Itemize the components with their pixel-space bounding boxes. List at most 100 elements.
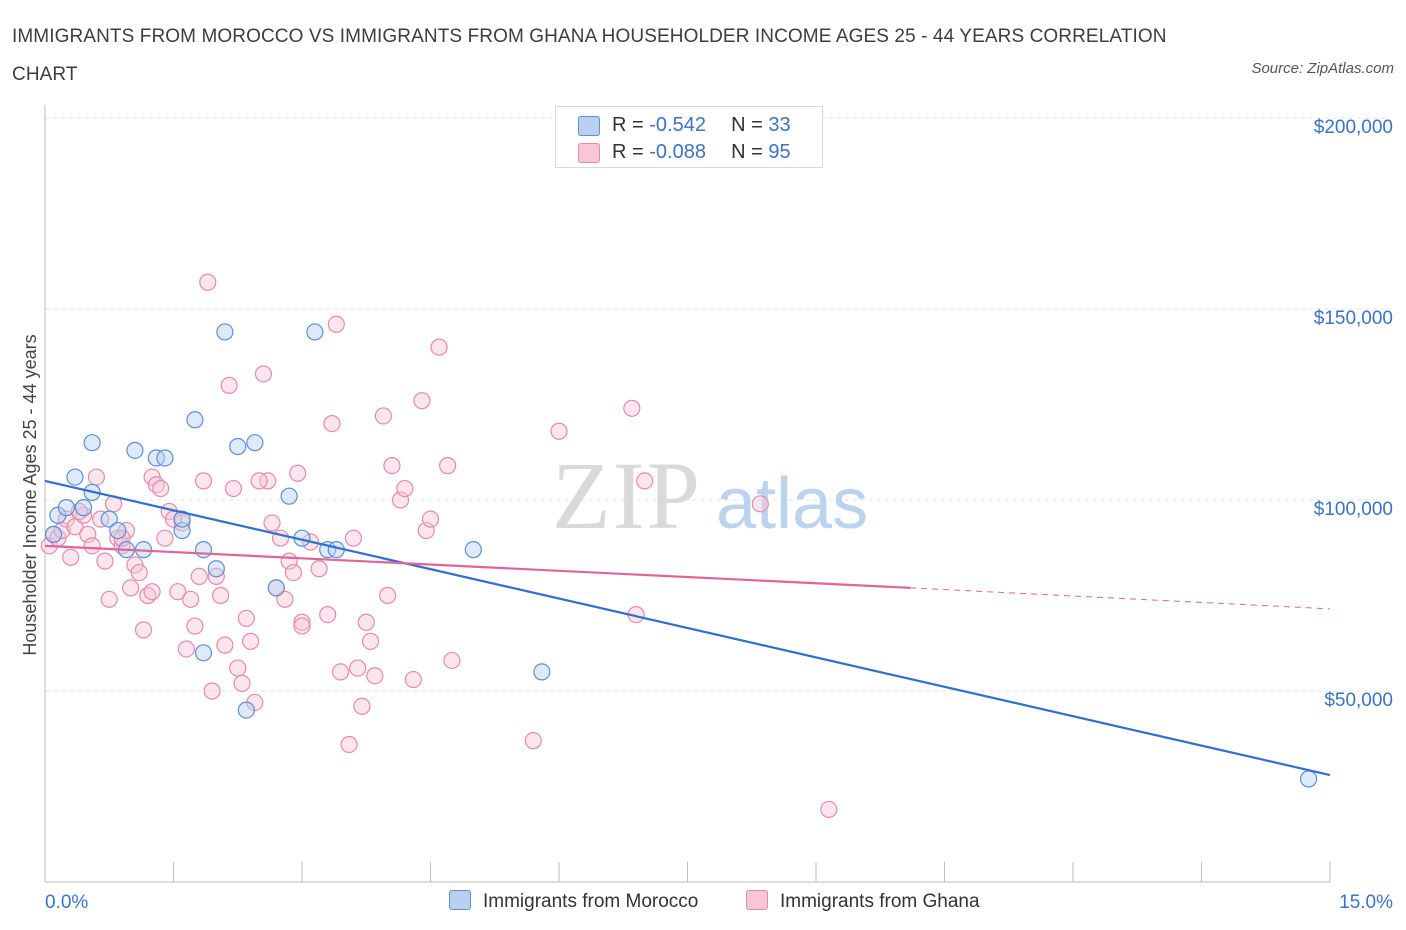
ghana-point (134, 621, 153, 639)
ghana-trend-line (44, 544, 911, 589)
legend-r-label: R = (612, 141, 650, 163)
ghana-point (289, 464, 307, 482)
morocco-point (216, 323, 234, 341)
morocco-point (100, 510, 118, 528)
ghana-point (186, 617, 204, 635)
ghana-point (122, 579, 140, 597)
ghana-point (396, 479, 414, 498)
ghana-point (344, 529, 362, 547)
ghana-point (216, 636, 234, 654)
bottom-legend-swatch-morocco (449, 890, 471, 910)
legend-n-label: N = (731, 114, 769, 136)
ghana-point (237, 609, 255, 628)
ghana-point (152, 479, 170, 498)
morocco-point (126, 441, 144, 459)
ghana-point (430, 338, 448, 356)
ghana-point (413, 392, 431, 410)
morocco-point (464, 541, 482, 559)
morocco-point (267, 579, 285, 597)
ghana-point (233, 674, 251, 692)
y-tick-labels: $50,000 $100,000 $150,000 $200,000 (1314, 117, 1393, 711)
ghana-point (83, 537, 101, 555)
watermark: ZIP atlas (552, 442, 868, 549)
ghana-point (293, 613, 311, 631)
ghana-point (169, 583, 187, 601)
ghana-point (319, 605, 337, 624)
morocco-point (194, 644, 213, 662)
ghana-point (443, 651, 461, 670)
y-tick-label: $100,000 (1314, 499, 1393, 520)
ghana-point (203, 682, 221, 700)
legend-r-label: R = (612, 114, 650, 136)
legend-swatch-ghana (578, 143, 600, 163)
ghana-trend-extension (910, 587, 1331, 610)
morocco-point (44, 525, 63, 543)
ghana-point (349, 659, 367, 677)
morocco-point (237, 701, 255, 719)
ghana-point (229, 659, 247, 677)
y-tick-label: $150,000 (1314, 308, 1393, 329)
ghana-point (177, 640, 195, 658)
ghana-point (263, 514, 281, 532)
ghana-point (383, 457, 401, 475)
ghana-point (284, 563, 303, 582)
ghana-point (242, 632, 260, 650)
morocco-point (306, 323, 324, 341)
trend-lines (44, 479, 1331, 777)
morocco-point (194, 541, 213, 559)
morocco-point (74, 499, 93, 517)
legend-n-value: 95 (768, 141, 791, 163)
ghana-point (361, 632, 380, 650)
source-label: Source: ZipAtlas.com (1251, 60, 1394, 77)
ghana-point (276, 590, 294, 608)
morocco-point (173, 510, 191, 528)
x-tick-label-max: 15.0% (1339, 892, 1393, 913)
ghana-point (250, 472, 268, 490)
ghana-point (199, 273, 217, 291)
y-tick-label: $200,000 (1314, 117, 1393, 138)
bottom-legend-morocco: Immigrants from Morocco (449, 890, 698, 913)
ghana-point (636, 472, 654, 490)
legend-r-value: -0.088 (649, 141, 706, 163)
ghana-point (550, 422, 568, 440)
morocco-point (156, 449, 174, 467)
ghana-point (224, 479, 243, 498)
ghana-point (182, 590, 200, 608)
morocco-point (533, 663, 551, 681)
legend: R = -0.542 N = 33 R = -0.088 N = 95 (555, 106, 823, 168)
ghana-point (366, 667, 384, 685)
ghana-point (310, 560, 328, 578)
ghana-point (293, 617, 311, 635)
legend-n-value: 33 (768, 114, 791, 136)
ghana-point (100, 590, 118, 608)
morocco-point (66, 468, 84, 486)
legend-n-label: N = (731, 141, 769, 163)
ghana-point (421, 510, 440, 528)
ghana-point (374, 407, 392, 425)
watermark-zip: ZIP (552, 442, 702, 549)
y-tick-label: $50,000 (1324, 690, 1393, 711)
ghana-point (143, 583, 161, 601)
morocco-point (246, 434, 264, 452)
ghana-point (220, 376, 238, 394)
ghana-series (40, 273, 838, 819)
ghana-point (524, 732, 542, 750)
morocco-point (83, 434, 101, 452)
ghana-point (323, 415, 341, 433)
morocco-trend-line (44, 479, 1331, 777)
ghana-point (96, 552, 114, 570)
ghana-point (156, 529, 174, 547)
ghana-point (254, 365, 273, 383)
ghana-point (340, 735, 358, 754)
morocco-point (186, 411, 204, 429)
ghana-point (353, 697, 371, 715)
chart-title: IMMIGRANTS FROM MOROCCO VS IMMIGRANTS FR… (12, 26, 1167, 85)
watermark-atlas: atlas (716, 464, 868, 544)
ghana-point (212, 586, 230, 605)
ghana-point (62, 548, 80, 566)
ghana-point (439, 457, 457, 475)
bottom-legend-ghana: Immigrants from Ghana (746, 890, 980, 913)
morocco-point (280, 487, 298, 505)
ghana-point (357, 613, 375, 631)
